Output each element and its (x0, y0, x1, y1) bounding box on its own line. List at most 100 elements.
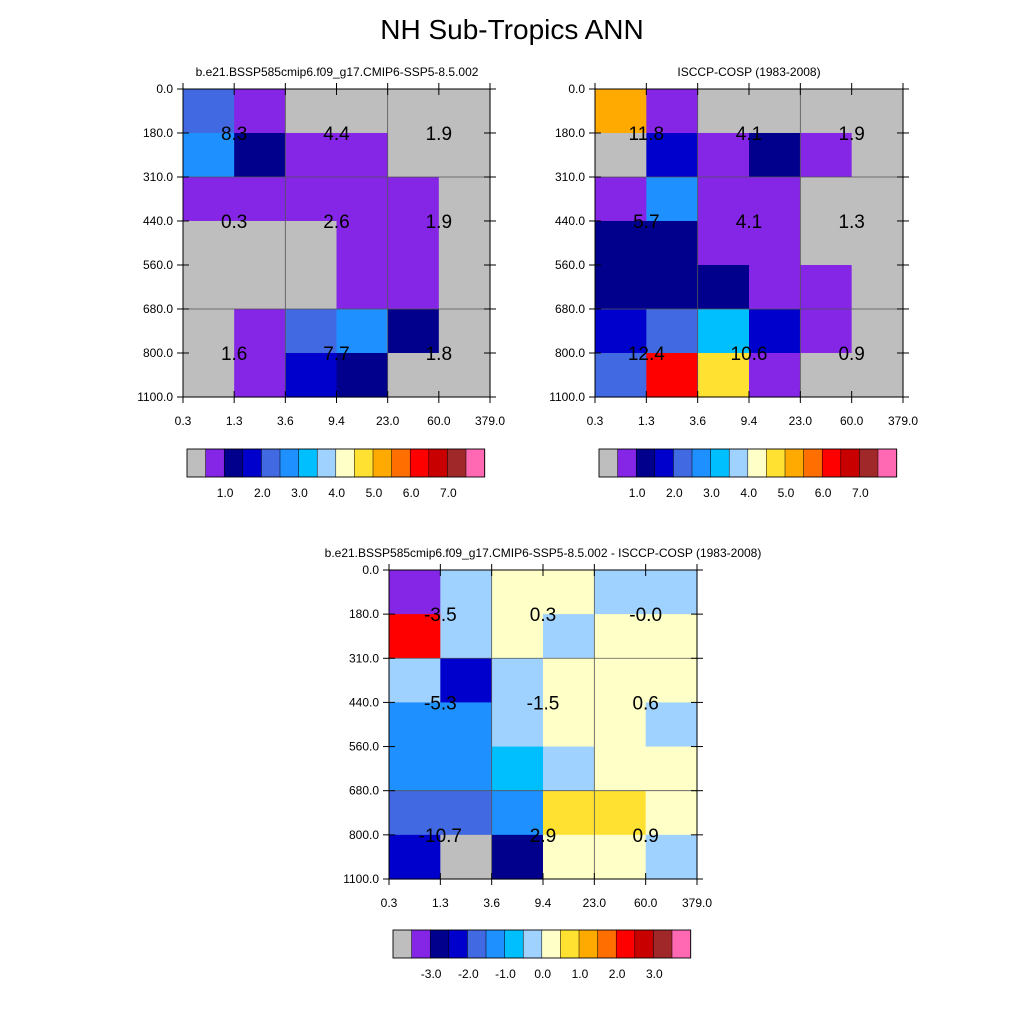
colorbar-swatch (653, 929, 673, 959)
y-tick-label: 0.0 (156, 82, 173, 96)
x-tick-label: 3.6 (483, 896, 500, 910)
cell-value-label: 12.4 (628, 344, 665, 365)
colorbar-swatch (428, 448, 448, 478)
heatmap-cell (440, 570, 493, 615)
heatmap-cell (749, 308, 801, 354)
colorbar-swatch (784, 448, 805, 478)
cell-value-label: 0.3 (221, 212, 247, 233)
x-tick-label: 379.0 (888, 414, 918, 428)
colorbar-swatch (467, 929, 487, 959)
y-tick-label: 310.0 (143, 170, 173, 184)
colorbar-swatch (673, 448, 693, 478)
heatmap-cell (387, 177, 440, 222)
cell-value-label: 5.7 (633, 212, 659, 233)
colorbar-swatch (409, 448, 430, 478)
colorbar-label: 6.0 (815, 486, 832, 500)
heatmap-cell (646, 220, 699, 266)
cell-value-label: -1.5 (527, 693, 560, 714)
colorbar-swatch (504, 929, 524, 959)
colorbar-swatch (877, 448, 898, 478)
colorbar-label: 5.0 (778, 486, 795, 500)
colorbar-swatch (279, 448, 300, 478)
colorbar-swatch (671, 929, 692, 959)
heatmap-cell (749, 352, 801, 398)
heatmap-cell (491, 570, 544, 615)
cell-value-label: 1.9 (426, 124, 452, 145)
colorbar-label: 3.0 (703, 486, 720, 500)
colorbar-swatch (821, 448, 842, 478)
heatmap-cell (234, 89, 286, 134)
panel-title: b.e21.BSSP585cmip6.f09_g17.CMIP6-SSP5-8.… (196, 65, 479, 79)
colorbar-swatch (691, 448, 712, 478)
heatmap-cell (438, 89, 491, 134)
colorbar-swatch (411, 929, 431, 959)
heatmap-cell (594, 790, 647, 836)
cell-value-label: -5.3 (424, 693, 457, 714)
heatmap-cell (697, 352, 750, 398)
x-tick-label: 379.0 (682, 896, 712, 910)
colorbar-swatch (522, 929, 543, 959)
x-tick-label: 60.0 (840, 414, 864, 428)
heatmap-cell (800, 132, 853, 178)
heatmap-cell (336, 352, 389, 398)
x-tick-label: 1.3 (226, 414, 243, 428)
x-tick-label: 60.0 (427, 414, 451, 428)
x-tick-label: 379.0 (475, 414, 505, 428)
heatmap-cell (851, 264, 904, 310)
heatmap-cell (646, 264, 699, 310)
colorbar-label: 2.0 (254, 486, 271, 500)
colorbar-swatch (335, 448, 355, 478)
colorbar-swatch (447, 448, 467, 478)
heatmap-cell (440, 702, 493, 748)
colorbar-swatch (654, 448, 674, 478)
heatmap-cell (183, 177, 235, 222)
panel-title: ISCCP-COSP (1983-2008) (677, 65, 820, 79)
cell-value-label: 0.9 (632, 826, 658, 847)
y-tick-label: 680.0 (143, 302, 173, 316)
heatmap-cell (491, 834, 544, 880)
heatmap-cell (749, 89, 801, 134)
heatmap-cell (595, 264, 647, 310)
cell-value-label: 0.9 (838, 344, 864, 365)
colorbar-swatch (298, 448, 318, 478)
heatmap-cell (438, 132, 491, 178)
heatmap-cell (851, 308, 904, 354)
heatmap-cell (749, 264, 801, 310)
colorbar-swatch (728, 448, 749, 478)
cell-value-label: 1.9 (426, 212, 452, 233)
heatmap-cell (645, 790, 698, 836)
x-tick-label: 9.4 (535, 896, 552, 910)
colorbar-label: 2.0 (666, 486, 683, 500)
y-tick-label: 560.0 (143, 258, 173, 272)
heatmap-cell (646, 308, 699, 354)
colorbar-swatch (429, 929, 450, 959)
heatmap-cell (183, 352, 235, 398)
colorbar-swatch (634, 929, 654, 959)
y-tick-label: 680.0 (555, 302, 585, 316)
y-tick-label: 180.0 (555, 126, 585, 140)
heatmap-cell (491, 746, 544, 792)
heatmap-cell (285, 177, 338, 222)
heatmap-cell (800, 220, 853, 266)
colorbar-swatch (766, 448, 786, 478)
heatmap-cell (387, 220, 440, 310)
heatmap-cell (646, 89, 699, 134)
cell-value-label: -0.0 (629, 605, 662, 626)
heatmap-cell (800, 308, 853, 354)
panel-title: b.e21.BSSP585cmip6.f09_g17.CMIP6-SSP5-8.… (325, 546, 762, 560)
x-tick-label: 1.3 (432, 896, 449, 910)
x-tick-label: 60.0 (634, 896, 658, 910)
y-tick-label: 180.0 (143, 126, 173, 140)
colorbar-swatch (635, 448, 656, 478)
cell-value-label: 1.3 (838, 212, 864, 233)
colorbar-swatch (392, 929, 413, 959)
heatmap-cell (697, 132, 750, 178)
y-tick-label: 1100.0 (137, 390, 173, 404)
colorbar-frame (186, 448, 486, 478)
heatmap-cell (438, 308, 491, 354)
heatmap-cell (438, 177, 491, 222)
colorbar-label: 7.0 (852, 486, 869, 500)
y-tick-label: 440.0 (555, 214, 585, 228)
heatmap-cell (183, 132, 235, 178)
colorbar-swatch (840, 448, 860, 478)
